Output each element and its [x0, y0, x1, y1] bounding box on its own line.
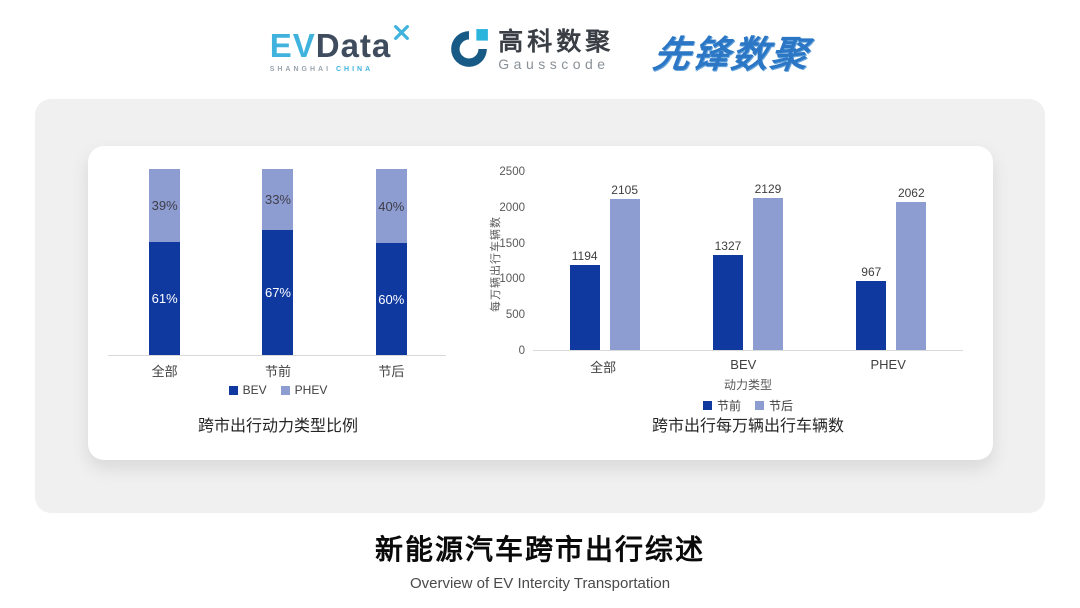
chart-title: 跨市出行动力类型比例	[197, 418, 358, 435]
stacked-bar-chart: 39% 61% 33% 67% 40% 60% 全部 节前 节后 BEV PHEV 跨市出行动力…	[108, 146, 448, 460]
bar-group-全部: 1194 2105	[569, 183, 640, 350]
bar-value-label: 2105	[611, 183, 638, 198]
footer: 新能源汽车跨市出行综述 Overview of EV Intercity Tra…	[0, 528, 1080, 592]
grouped-bar-chart: 每万辆出行车辆数 0 500 1000 1500 2000 2500 1194 2105 13…	[483, 146, 978, 460]
stacked-bars-area: 39% 61% 33% 67% 40% 60%	[108, 169, 448, 355]
legend-label: PHEV	[294, 383, 328, 397]
bar-节前-PHEV: 967	[856, 264, 887, 350]
x-axis-title: 动力类型	[723, 378, 772, 392]
legend-swatch	[228, 385, 238, 395]
pioneer-logo: 先锋数聚	[650, 24, 814, 78]
bar-rect	[569, 264, 600, 350]
stacked-bar-节前: 33% 67%	[221, 169, 334, 355]
legend-item-节前: 节前	[702, 397, 741, 414]
bar-节前-全部: 1194	[569, 248, 600, 350]
segment-phev-节前: 33%	[262, 169, 294, 231]
legend: 节前 节后	[533, 397, 963, 414]
gausscode-g-icon	[448, 28, 490, 75]
segment-phev-节后: 40%	[375, 169, 407, 244]
bar-rect	[896, 202, 927, 350]
legend-label: 节后	[769, 399, 794, 413]
legend-swatch	[702, 401, 712, 410]
charts-panel: 39% 61% 33% 67% 40% 60% 全部 节前 节后 BEV PHEV 跨市出行动力…	[88, 146, 993, 460]
evdata-wordmark: EV Data	[269, 25, 410, 64]
y-tick-500: 500	[505, 309, 525, 322]
pioneer-logo-text: 先锋数聚	[650, 34, 813, 75]
evdata-x-icon	[393, 24, 410, 46]
bar-value-label: 967	[861, 264, 882, 279]
x-tick-label-全部: 全部	[590, 360, 617, 375]
y-tick-2500: 2500	[499, 166, 525, 178]
gausscode-wordmark: 高科数聚 Gausscode	[498, 29, 614, 72]
evdata-logo: EV Data SHANGHAI CHINA	[269, 25, 410, 73]
legend-item-phev: PHEV	[280, 383, 328, 397]
x-tick-label-节前: 节前	[264, 364, 291, 379]
segment-bev-全部: 61%	[149, 241, 181, 355]
evdata-china-text: CHINA	[336, 66, 374, 73]
gausscode-logo: 高科数聚 Gausscode	[448, 28, 614, 75]
y-tick-2000: 2000	[499, 201, 525, 214]
x-tick-label-BEV: BEV	[730, 357, 757, 372]
segment-bev-节前: 67%	[262, 230, 294, 355]
x-axis-line	[108, 355, 446, 356]
page-title: 新能源汽车跨市出行综述	[374, 534, 705, 565]
x-axis-labels: 全部 节前 节后	[108, 361, 448, 380]
evdata-data-text: Data	[315, 27, 392, 64]
y-tick-0: 0	[518, 345, 525, 357]
legend-swatch	[755, 401, 764, 410]
legend: BEV PHEV	[108, 383, 448, 397]
bar-节后-BEV: 2129	[752, 181, 783, 350]
header-logos: EV Data SHANGHAI CHINA 高科数聚 Gausscode 先锋数…	[0, 20, 1080, 82]
legend-item-bev: BEV	[228, 383, 267, 397]
evdata-shanghai-text: SHANGHAI	[269, 66, 332, 73]
evdata-ev-text: EV	[269, 27, 316, 64]
stacked-bar-全部: 39% 61%	[108, 169, 221, 355]
y-axis-ticks: 0 500 1000 1500 2000 2500	[483, 166, 525, 357]
legend-swatch	[280, 385, 290, 395]
x-tick-label-PHEV: PHEV	[870, 357, 906, 372]
segment-phev-全部: 39%	[149, 169, 181, 242]
evdata-subtext: SHANGHAI CHINA	[270, 66, 373, 73]
y-tick-1000: 1000	[499, 273, 525, 286]
y-tick-1500: 1500	[499, 237, 525, 250]
bar-节后-PHEV: 2062	[896, 186, 927, 350]
bar-rect	[856, 280, 887, 350]
legend-label: 节前	[716, 399, 741, 413]
segment-bev-节后: 60%	[375, 243, 407, 355]
plot-area: 1194 2105 1327 2129 967 2062	[533, 172, 963, 351]
bar-value-label: 1327	[714, 239, 742, 253]
bar-value-label: 2062	[897, 186, 925, 201]
charts-card: 39% 61% 33% 67% 40% 60% 全部 节前 节后 BEV PHEV 跨市出行动力…	[35, 99, 1045, 513]
chart-title: 跨市出行每万辆出行车辆数	[651, 418, 844, 435]
bar-value-label: 1194	[571, 248, 598, 263]
bar-节后-全部: 2105	[609, 183, 640, 350]
legend-label: BEV	[242, 383, 267, 397]
x-axis-labels: 全部 BEV PHEV	[533, 357, 963, 376]
stacked-bar-节后: 40% 60%	[335, 169, 448, 355]
bar-rect	[752, 197, 783, 350]
bar-group-BEV: 1327 2129	[712, 181, 783, 350]
bar-节前-BEV: 1327	[712, 239, 743, 350]
gausscode-en-text: Gausscode	[498, 55, 610, 72]
legend-item-节后: 节后	[755, 397, 793, 414]
bar-value-label: 2129	[754, 181, 782, 196]
bar-rect	[712, 255, 743, 350]
bar-rect	[609, 199, 640, 350]
page-subtitle: Overview of EV Intercity Transportation	[409, 575, 671, 592]
x-tick-label-节后: 节后	[378, 364, 405, 379]
gausscode-cn-text: 高科数聚	[498, 28, 615, 57]
x-tick-label-全部: 全部	[151, 364, 178, 379]
bar-group-PHEV: 967 2062	[856, 186, 927, 350]
